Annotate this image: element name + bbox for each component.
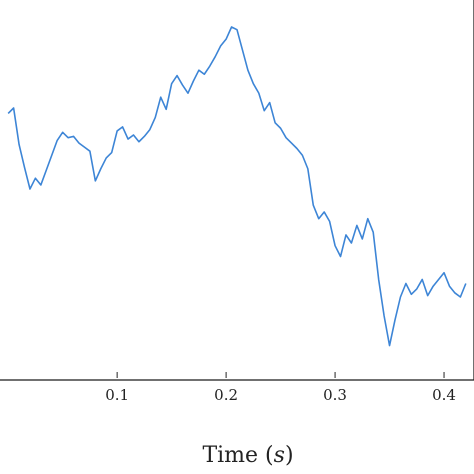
x-axis-ticks: 0.1 0.2 0.3 0.4	[105, 372, 456, 404]
plot-frame	[0, 0, 474, 381]
x-axis-title: Time (s)	[202, 443, 293, 468]
x-tick-label: 0.2	[214, 386, 238, 404]
series-line	[7, 26, 467, 347]
x-tick-label: 0.1	[105, 386, 129, 404]
x-axis-title-main: Time (	[202, 443, 273, 468]
x-axis-title-close: )	[285, 443, 294, 468]
x-tick-label: 0.3	[323, 386, 347, 404]
x-axis-title-unit: s	[274, 443, 285, 468]
x-tick-label: 0.4	[432, 386, 456, 404]
